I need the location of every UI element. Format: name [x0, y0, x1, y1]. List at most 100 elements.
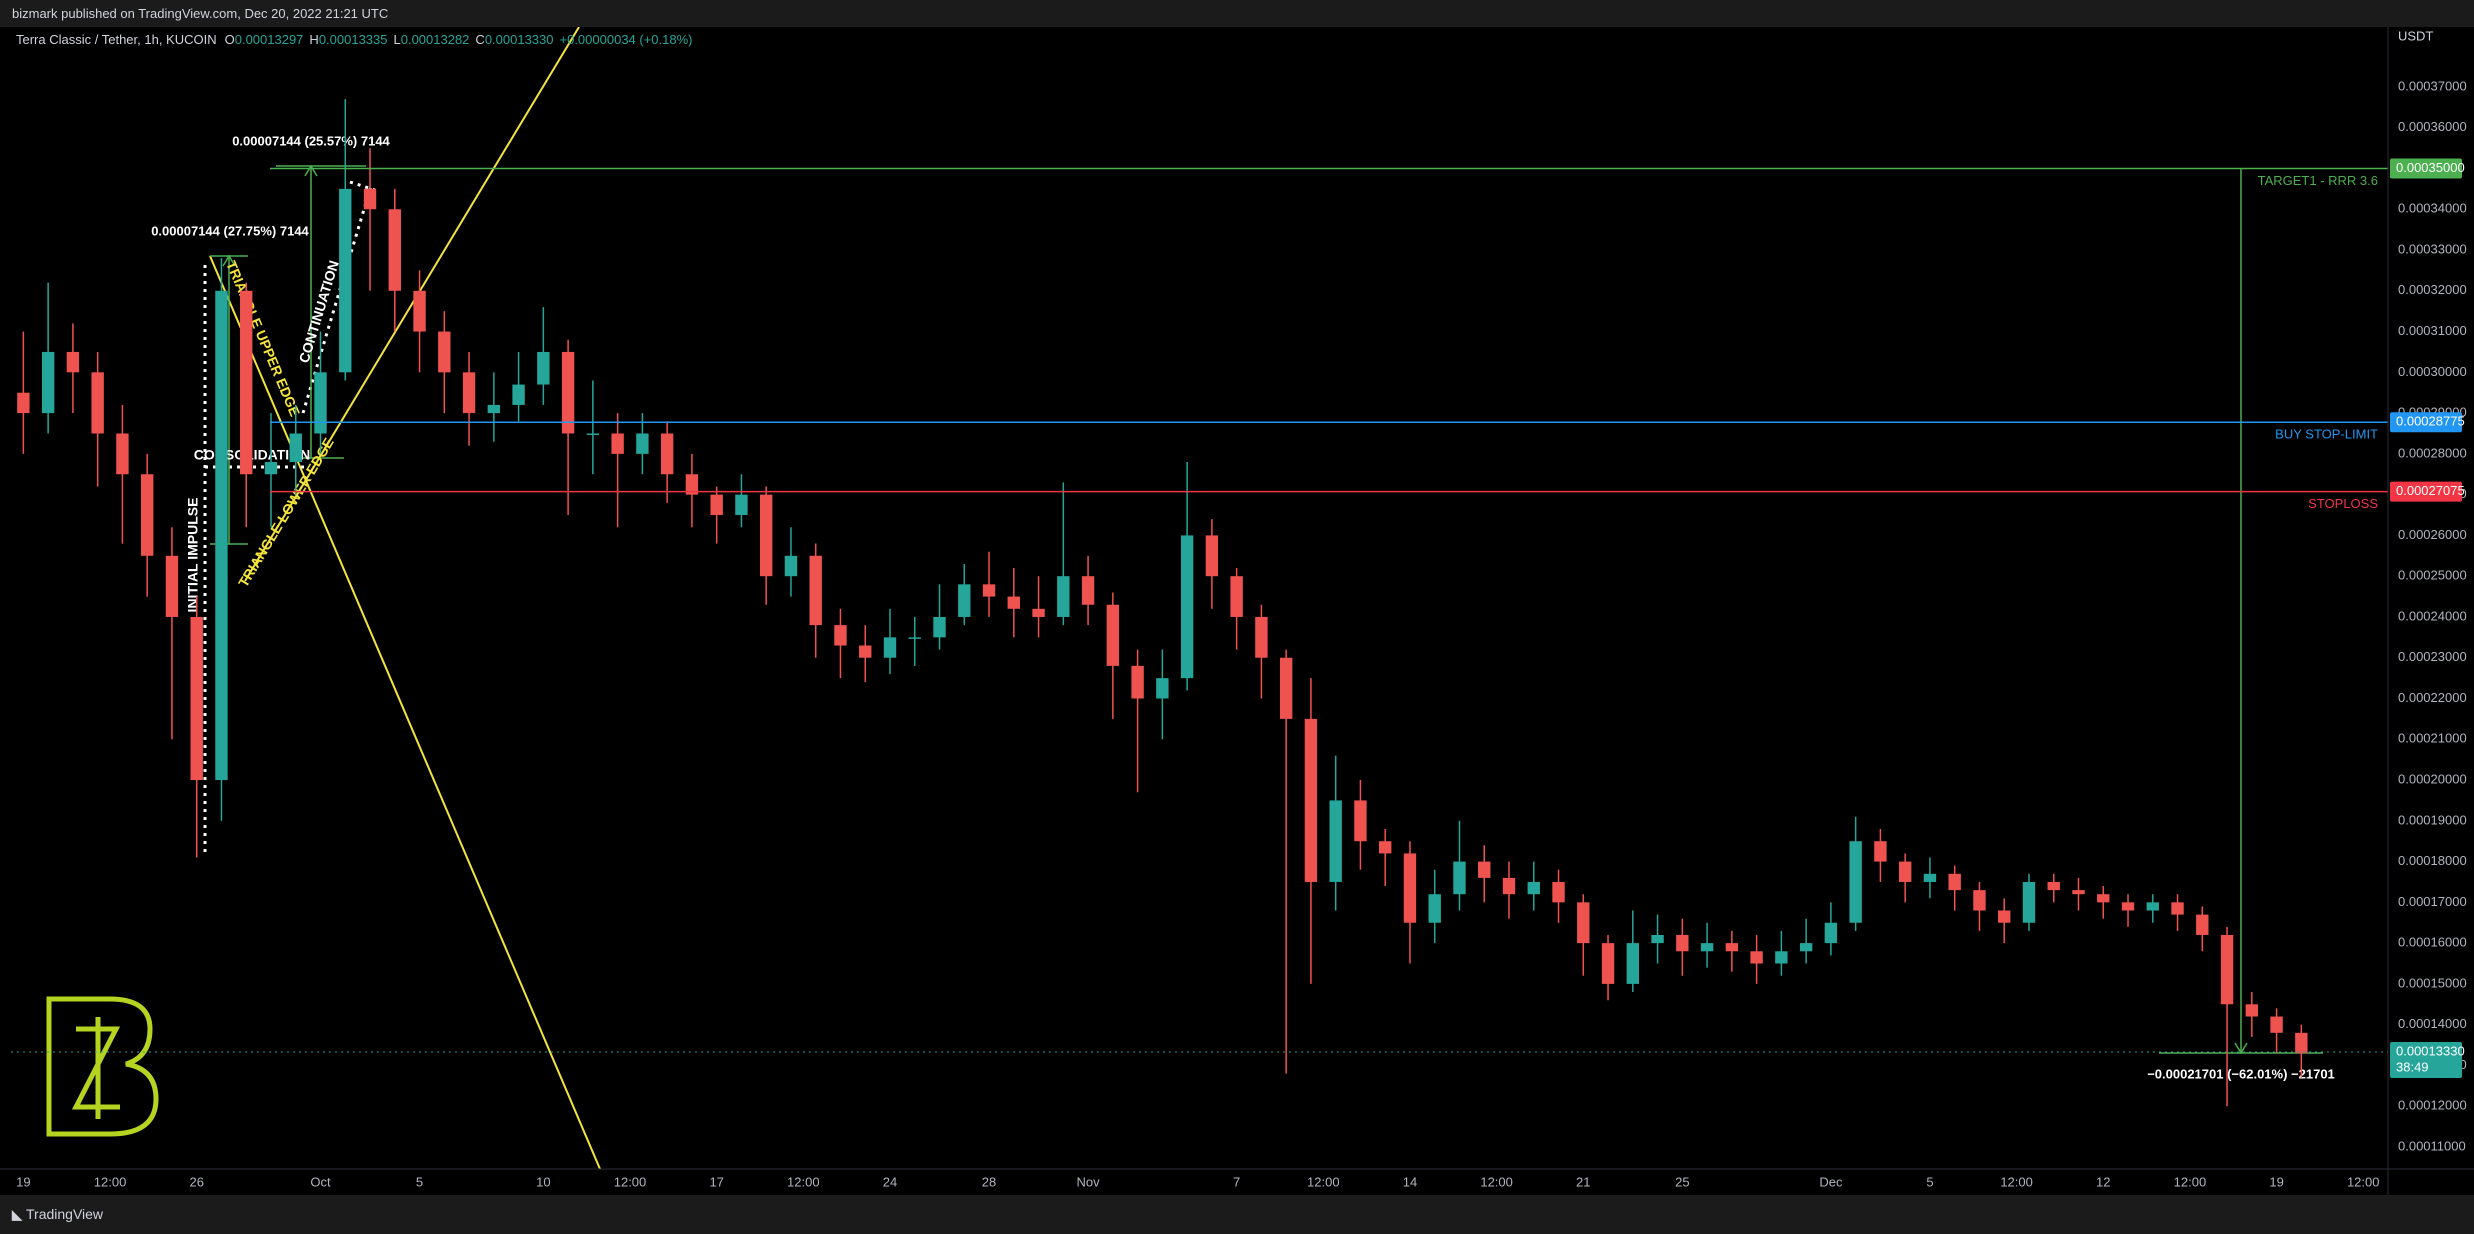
trendline: [244, 27, 580, 582]
candle-body: [215, 290, 228, 781]
currency: USDT: [2398, 28, 2433, 43]
pattern-label: INITIAL IMPULSE: [185, 498, 201, 613]
candle-body: [1824, 922, 1838, 944]
candle-body: [1205, 535, 1219, 577]
price-badge: [2390, 412, 2462, 433]
candle-body: [834, 625, 847, 646]
x-tick-label: 12: [2096, 1174, 2110, 1189]
candle-body: [1750, 951, 1763, 964]
candles: [17, 99, 2308, 1107]
y-tick-label: 0.00019000: [2398, 812, 2467, 827]
x-tick-label: 12:00: [1307, 1174, 1340, 1189]
price-badge-label: 0.00013330: [2396, 1043, 2465, 1058]
candle-body: [1106, 604, 1120, 666]
x-tick-label: Nov: [1077, 1174, 1101, 1189]
y-tick-label: 0.00025000: [2398, 568, 2467, 583]
ohlc: O0.00013297 H0.00013335 L0.00013282 C0.0001…: [225, 32, 560, 47]
y-tick-label: 0.00015000: [2398, 975, 2467, 990]
x-tick-label: 5: [1926, 1174, 1933, 1189]
ohlc-value: 0.00013335: [318, 32, 388, 47]
candle-body: [1255, 616, 1268, 658]
candle-body: [1601, 943, 1615, 984]
y-tick-label: 0.00022000: [2398, 690, 2467, 705]
y-tick-label: 0.00033000: [2398, 241, 2467, 256]
candle-body: [1973, 890, 1986, 911]
price-badge: [2390, 481, 2462, 502]
x-tick-label: 26: [189, 1174, 203, 1189]
y-tick-label: 0.00030000: [2398, 364, 2467, 379]
candle-body: [958, 584, 971, 617]
candle-body: [140, 474, 154, 556]
candle-body: [1527, 881, 1540, 895]
ohlc-value: 0.00013330: [484, 32, 554, 47]
candle-body: [1453, 861, 1466, 895]
y-tick-label: 0.00037000: [2398, 78, 2467, 93]
candle-body: [784, 555, 798, 577]
level-name: STOPLOSS: [2308, 496, 2378, 511]
candle-body: [165, 555, 179, 617]
candle-body: [240, 290, 253, 475]
ohlc-key: C: [475, 32, 485, 47]
footer-logo: ◣: [12, 1207, 22, 1222]
candle-body: [1403, 853, 1417, 923]
level-name: TARGET1 - RRR 3.6: [2258, 173, 2378, 188]
y-tick-label: 0.00032000: [2398, 282, 2467, 297]
candle-body: [2072, 890, 2085, 895]
legend: Terra Classic / Tether, 1h, KUCOIN O0.000…: [16, 32, 699, 47]
candle-body: [537, 351, 550, 385]
candle-body: [1676, 934, 1689, 952]
candle-body: [1998, 910, 2011, 923]
candle-body: [512, 384, 525, 405]
candle-body: [413, 290, 426, 332]
candle-body: [2097, 894, 2110, 903]
candle-body: [462, 372, 476, 414]
candle-body: [17, 392, 30, 414]
ohlc-key: O: [224, 32, 235, 47]
candle-body: [1180, 535, 1194, 679]
x-tick-label: 24: [883, 1174, 897, 1189]
candle-body: [190, 616, 203, 781]
candle-body: [1651, 934, 1664, 944]
measure-label: 0.00007144 (27.75%) 7144: [151, 223, 309, 238]
ohlc-key: L: [393, 32, 401, 47]
change: +0.00000034 (+0.18%): [559, 32, 693, 47]
x-tick-label: 28: [982, 1174, 996, 1189]
footer-brand: TradingView: [26, 1206, 104, 1222]
ohlc-value: 0.00013282: [400, 32, 470, 47]
candle-body: [1725, 943, 1739, 952]
x-tick-label: 12:00: [614, 1174, 647, 1189]
candle-body: [1329, 800, 1342, 882]
candle-body: [1898, 861, 1912, 882]
x-tick-label: 12:00: [1480, 1174, 1513, 1189]
arrow-head: [222, 254, 236, 267]
candle-body: [41, 351, 55, 414]
y-tick-label: 0.00026000: [2398, 527, 2467, 542]
y-tick-label: 0.00034000: [2398, 201, 2467, 216]
overlay: 0.000110000.000120000.000130000.00014000…: [11, 78, 2467, 1189]
top-bar: bizmark published on TradingView.com, De…: [0, 0, 2474, 27]
candle-body: [982, 584, 996, 597]
arrow-head: [304, 164, 318, 177]
candle-body: [1626, 943, 1639, 984]
y-tick-label: 0.00031000: [2398, 323, 2467, 338]
candle-body: [908, 637, 921, 639]
measure: [210, 254, 248, 545]
x-tick-label: 19: [16, 1174, 30, 1189]
candle-body: [1502, 877, 1516, 895]
x-tick-label: 12:00: [2000, 1174, 2033, 1189]
candle-body: [1032, 608, 1045, 617]
y-tick-label: 0.00024000: [2398, 608, 2467, 623]
ohlc-key: H: [309, 32, 319, 47]
ohlc-value: 0.00013297: [234, 32, 304, 47]
candle-body: [1304, 718, 1318, 882]
candle-body: [1552, 881, 1565, 903]
candle-body: [685, 474, 699, 495]
trendline: [209, 255, 601, 1170]
price-badge-label: 0.00028775: [2396, 414, 2465, 429]
candle-body: [611, 433, 624, 454]
candle-body: [1923, 873, 1937, 882]
candle-body: [363, 188, 377, 210]
candle-body: [1354, 800, 1367, 842]
candle-body: [1849, 841, 1862, 923]
